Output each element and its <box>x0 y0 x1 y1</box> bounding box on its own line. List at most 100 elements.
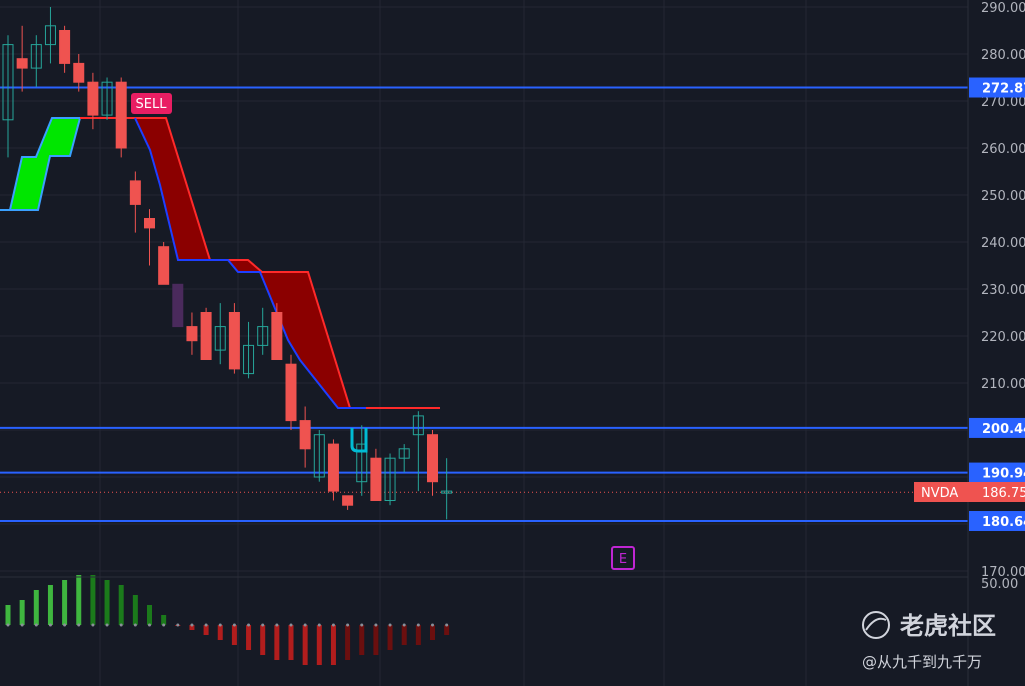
histogram <box>5 575 450 665</box>
candles <box>2 7 453 520</box>
candle-body <box>16 58 28 69</box>
price-tick-label: 270.00 <box>981 95 1025 110</box>
last-price-badge: NVDA 186.75 <box>914 482 1025 502</box>
histogram-zero-dot <box>6 623 10 627</box>
histogram-bar <box>5 605 11 625</box>
histogram-bar <box>62 580 68 625</box>
candle-body <box>327 443 339 492</box>
earnings-marker[interactable]: E <box>611 546 635 570</box>
level-label: 272.87 <box>982 82 1025 97</box>
histogram-zero-dot <box>331 623 335 627</box>
histogram-bar <box>217 625 223 640</box>
histogram-zero-dot <box>91 623 95 627</box>
candle-body <box>271 312 283 360</box>
last-price-label: 186.75 <box>982 486 1025 501</box>
histogram-bar <box>33 590 39 625</box>
candle-body <box>412 415 424 436</box>
bull-cloud <box>0 117 82 211</box>
histogram-zero-dot <box>360 623 364 627</box>
histogram-bar <box>444 625 450 635</box>
histogram-zero-dot <box>105 623 109 627</box>
histogram-zero-dot <box>232 623 236 627</box>
bear-cloud <box>130 118 440 408</box>
candle-body <box>73 62 85 83</box>
histogram-zero-dot <box>402 623 406 627</box>
candle-body <box>186 326 198 342</box>
candle-body <box>370 457 382 502</box>
histogram-zero-dot <box>261 623 265 627</box>
candle-body <box>299 420 311 450</box>
watermark: 老虎社区 @从九千到九千万 <box>862 611 996 671</box>
histogram-zero-dot <box>204 623 208 627</box>
histogram-zero-dot <box>20 623 24 627</box>
sell-label: SELL <box>136 97 168 112</box>
price-tick-label: 260.00 <box>981 142 1025 157</box>
supertrend-upper-line <box>130 117 440 409</box>
histogram-bar <box>260 625 266 655</box>
candle-body <box>87 81 99 116</box>
candle-body <box>228 312 240 370</box>
histogram-zero-dot <box>388 623 392 627</box>
price-tick-label: 290.00 <box>981 1 1025 16</box>
candle-body <box>115 81 127 149</box>
histogram-zero-dot <box>346 623 350 627</box>
histogram-zero-dot <box>289 623 293 627</box>
level-badge <box>969 77 1025 98</box>
histogram-bar <box>415 625 421 645</box>
supertrend-cloud <box>0 117 440 409</box>
histogram-zero-dot <box>190 623 194 627</box>
level-label: 180.64 <box>982 515 1025 530</box>
price-tick-label: 230.00 <box>981 283 1025 298</box>
horizontal-levels <box>0 86 968 522</box>
histogram-zero-dot <box>119 623 123 627</box>
candle-body <box>384 457 396 502</box>
supertrend-lower-line <box>134 117 366 409</box>
watermark-brand: 老虎社区 <box>900 612 996 640</box>
histogram-zero-dot <box>77 623 81 627</box>
histogram-zero-dot <box>162 623 166 627</box>
price-axis[interactable]: 290.00 280.00 270.00 260.00 250.00 240.00 230.… <box>967 0 1025 686</box>
candle-body <box>356 443 368 483</box>
histogram-zero-dot <box>317 623 321 627</box>
earnings-label: E <box>619 552 627 567</box>
histogram-bar <box>246 625 252 650</box>
candle-body <box>285 363 297 422</box>
tiger-logo-icon <box>862 611 890 639</box>
histogram-bar <box>118 585 124 625</box>
histogram-bar <box>47 585 53 625</box>
level-badge <box>969 462 1025 483</box>
histogram-bar <box>76 575 82 625</box>
histogram-bar <box>231 625 237 645</box>
candle-body <box>44 25 56 46</box>
histogram-bar <box>401 625 407 645</box>
histogram-zero-dot <box>148 623 151 627</box>
price-tick-label: 280.00 <box>981 48 1025 63</box>
histogram-bar <box>288 625 294 660</box>
sell-badge: SELL <box>131 93 172 114</box>
histogram-zero-dot <box>63 623 67 627</box>
candle-body <box>214 326 226 351</box>
candle-body <box>441 490 453 494</box>
tiger-logo-stripe <box>865 617 887 631</box>
cyan-u-marker <box>350 428 368 453</box>
candle-body <box>342 495 354 506</box>
symbol-label: NVDA <box>921 486 958 501</box>
histogram-bar <box>161 615 167 625</box>
histogram-zero-dot <box>48 623 52 627</box>
histogram-bar <box>302 625 308 665</box>
histogram-zero-dot <box>303 623 307 627</box>
candle-body <box>144 218 155 229</box>
histogram-bar <box>104 580 110 625</box>
histogram-bar <box>274 625 280 660</box>
candle-body <box>313 434 325 478</box>
candle-body <box>200 312 212 360</box>
histogram-zero-dot <box>445 623 449 627</box>
histogram-bar <box>373 625 379 655</box>
histogram-zero-dot <box>176 623 180 627</box>
candle-body <box>2 44 14 121</box>
level-badge <box>969 417 1025 438</box>
histogram-bar <box>359 625 365 655</box>
candle-body <box>30 44 42 69</box>
